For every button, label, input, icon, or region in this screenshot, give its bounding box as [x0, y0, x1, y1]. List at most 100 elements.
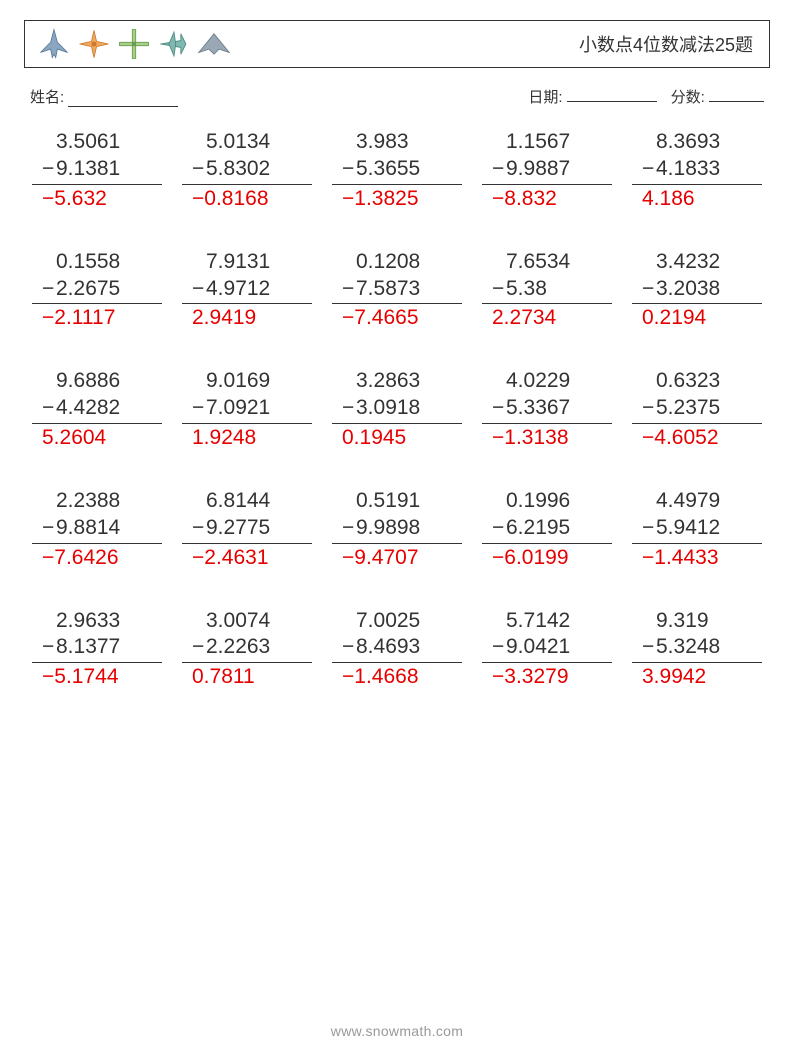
minuend-row: 3.0074	[182, 608, 312, 635]
subtrahend: 5.3655	[356, 156, 462, 183]
subtrahend-row: −4.1833	[632, 156, 762, 185]
stealth-icon	[197, 27, 231, 61]
subtrahend: 4.1833	[656, 156, 762, 183]
subtrahend: 5.3367	[506, 395, 612, 422]
minus-sign: −	[342, 515, 356, 542]
answer-row: 0.7811	[182, 663, 312, 691]
answer-row: −1.3825	[332, 185, 462, 213]
minus-sign: −	[342, 156, 356, 183]
minuend-row: 0.1558	[32, 249, 162, 276]
minuend: 9.0169	[206, 368, 312, 395]
problem: 9.319−5.32483.9942	[632, 608, 762, 692]
problem: 4.4979−5.9412−1.4433	[632, 488, 762, 572]
minus-sign: −	[42, 515, 56, 542]
subtrahend: 9.1381	[56, 156, 162, 183]
minus-sign: −	[192, 156, 206, 183]
score-label: 分数:	[671, 89, 705, 106]
problem: 1.1567−9.9887−8.832	[482, 129, 612, 213]
answer: 0.2194	[642, 305, 706, 332]
header-box: 小数点4位数减法25题	[24, 20, 770, 68]
answer-row: −5.632	[32, 185, 162, 213]
subtrahend: 4.9712	[206, 276, 312, 303]
answer: −2.4631	[192, 545, 269, 572]
minus-sign: −	[192, 276, 206, 303]
subtrahend-row: −5.2375	[632, 395, 762, 424]
worksheet-title: 小数点4位数减法25题	[579, 31, 757, 57]
minus-sign: −	[492, 276, 506, 303]
answer-row: 1.9248	[182, 424, 312, 452]
minus-sign: −	[492, 515, 506, 542]
answer-row: −0.8168	[182, 185, 312, 213]
minuend-row: 4.0229	[482, 368, 612, 395]
minuend: 5.7142	[506, 608, 612, 635]
minuend-row: 7.9131	[182, 249, 312, 276]
minuend: 3.2863	[356, 368, 462, 395]
minuend: 1.1567	[506, 129, 612, 156]
subtrahend-row: −9.9898	[332, 515, 462, 544]
plane-teal-icon	[157, 27, 191, 61]
subtrahend: 3.0918	[356, 395, 462, 422]
answer: −5.1744	[42, 664, 119, 691]
answer-row: −1.3138	[482, 424, 612, 452]
minuend: 5.0134	[206, 129, 312, 156]
date-blank[interactable]	[567, 88, 657, 102]
name-blank[interactable]	[68, 93, 178, 107]
subtrahend: 9.8814	[56, 515, 162, 542]
minuend: 7.9131	[206, 249, 312, 276]
subtrahend-row: −9.0421	[482, 634, 612, 663]
minuend: 2.2388	[56, 488, 162, 515]
subtrahend: 9.0421	[506, 634, 612, 661]
minuend-row: 0.6323	[632, 368, 762, 395]
subtrahend: 6.2195	[506, 515, 612, 542]
answer-row: −3.3279	[482, 663, 612, 691]
minuend: 0.1558	[56, 249, 162, 276]
answer: −4.6052	[642, 425, 719, 452]
minus-sign: −	[342, 276, 356, 303]
problem: 8.3693−4.18334.186	[632, 129, 762, 213]
minuend-row: 3.5061	[32, 129, 162, 156]
subtrahend-row: −5.38	[482, 276, 612, 305]
subtrahend: 9.9898	[356, 515, 462, 542]
minuend: 3.0074	[206, 608, 312, 635]
minus-sign: −	[192, 634, 206, 661]
problem: 6.8144−9.2775−2.4631	[182, 488, 312, 572]
problem: 5.0134−5.8302−0.8168	[182, 129, 312, 213]
answer: −0.8168	[192, 186, 269, 213]
minuend: 7.0025	[356, 608, 462, 635]
subtrahend: 7.5873	[356, 276, 462, 303]
minus-sign: −	[42, 634, 56, 661]
problem: 3.983−5.3655−1.3825	[332, 129, 462, 213]
subtrahend: 2.2675	[56, 276, 162, 303]
subtrahend: 9.9887	[506, 156, 612, 183]
minus-sign: −	[42, 276, 56, 303]
answer-row: −2.1117	[32, 304, 162, 332]
answer-row: −5.1744	[32, 663, 162, 691]
minuend: 6.8144	[206, 488, 312, 515]
subtrahend: 5.2375	[656, 395, 762, 422]
answer-row: −8.832	[482, 185, 612, 213]
answer-row: −2.4631	[182, 544, 312, 572]
minuend: 3.5061	[56, 129, 162, 156]
answer-row: 5.2604	[32, 424, 162, 452]
subtrahend-row: −5.3655	[332, 156, 462, 185]
minus-sign: −	[492, 395, 506, 422]
minus-sign: −	[642, 634, 656, 661]
problem: 0.6323−5.2375−4.6052	[632, 368, 762, 452]
minuend-row: 0.1996	[482, 488, 612, 515]
minuend: 0.1208	[356, 249, 462, 276]
problem: 0.1558−2.2675−2.1117	[32, 249, 162, 333]
problem: 3.4232−3.20380.2194	[632, 249, 762, 333]
score-blank[interactable]	[709, 88, 764, 102]
problem: 0.1208−7.5873−7.4665	[332, 249, 462, 333]
problem: 9.0169−7.09211.9248	[182, 368, 312, 452]
date-label: 日期:	[528, 89, 562, 106]
answer-row: 0.1945	[332, 424, 462, 452]
minuend-row: 0.5191	[332, 488, 462, 515]
minus-sign: −	[42, 395, 56, 422]
minuend-row: 3.983	[332, 129, 462, 156]
answer-row: 0.2194	[632, 304, 762, 332]
answer-row: −1.4668	[332, 663, 462, 691]
subtrahend-row: −4.9712	[182, 276, 312, 305]
minuend-row: 9.319	[632, 608, 762, 635]
answer: 2.2734	[492, 305, 556, 332]
